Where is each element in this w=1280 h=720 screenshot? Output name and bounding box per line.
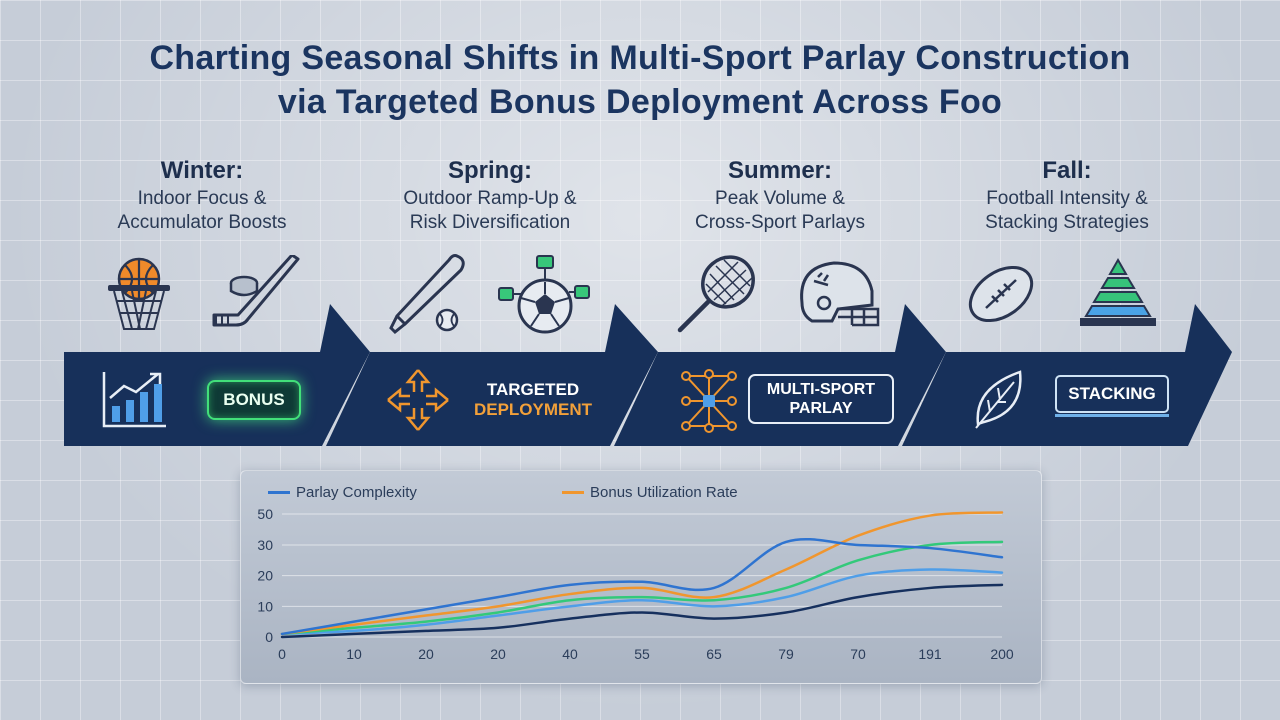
season-spring: Spring: Outdoor Ramp-Up & Risk Diversifi… (340, 155, 640, 235)
x-tick-label: 65 (706, 646, 722, 662)
season-desc-line1: Football Intensity & (986, 188, 1148, 209)
stacking-underline (1055, 414, 1169, 417)
page-title: Charting Seasonal Shifts in Multi-Sport … (0, 36, 1280, 124)
stacked-pyramid-icon (1080, 257, 1156, 326)
multi-line1: MULTI-SPORT (766, 381, 876, 398)
series-line (280, 583, 1004, 639)
season-name: Winter: (160, 157, 244, 184)
four-way-arrows-icon (387, 369, 449, 431)
line-chart: 0 10 20 30 50 0 10 20 20 40 55 65 79 70 191 200 (257, 506, 1014, 662)
season-desc-line2: Cross-Sport Parlays (695, 212, 865, 233)
title-line-2: via Targeted Bonus Deployment Across Foo (277, 83, 1003, 121)
x-tick-label: 79 (778, 646, 794, 662)
arrow-segment-spring (326, 304, 658, 446)
legend-bonus-utilization: Bonus Utilization Rate (562, 484, 738, 501)
leaf-icon (975, 370, 1022, 429)
chart-panel (240, 470, 1042, 684)
season-desc-line1: Outdoor Ramp-Up & (403, 188, 577, 209)
soccer-ball-network-icon (498, 255, 590, 334)
season-winter: Winter: Indoor Focus & Accumulator Boost… (52, 155, 352, 235)
basketball-hoop-icon (108, 257, 170, 330)
legend-swatch-blue (268, 491, 290, 494)
x-tick-label: 191 (918, 646, 942, 662)
legend-parlay-complexity: Parlay Complexity (268, 484, 417, 501)
legend-label: Bonus Utilization Rate (590, 484, 738, 501)
targeted-line1: TARGETED (486, 380, 580, 399)
legend-label: Parlay Complexity (296, 484, 417, 501)
season-name: Spring: (448, 157, 532, 184)
tennis-racket-icon (677, 255, 755, 333)
series-line (280, 568, 1004, 636)
x-tick-label: 0 (278, 646, 286, 662)
targeted-deployment-label: TARGETED DEPLOYMENT (462, 378, 604, 422)
season-name: Fall: (1042, 157, 1092, 184)
legend-swatch-orange (562, 491, 584, 494)
season-desc-line1: Peak Volume & (715, 188, 845, 209)
multi-sport-parlay-badge: MULTI-SPORT PARLAY (748, 374, 894, 424)
stacking-badge: STACKING (1055, 375, 1169, 413)
x-tick-label: 55 (634, 646, 650, 662)
football-helmet-icon (800, 261, 880, 327)
x-tick-label: 70 (850, 646, 866, 662)
season-summer: Summer: Peak Volume & Cross-Sport Parlay… (630, 155, 930, 235)
football-icon (968, 265, 1034, 323)
title-line-1: Charting Seasonal Shifts in Multi-Sport … (149, 39, 1131, 77)
x-tick-label: 10 (346, 646, 362, 662)
x-tick-label: 200 (990, 646, 1014, 662)
series-line (280, 511, 1004, 636)
bonus-badge: BONUS (207, 380, 301, 420)
season-fall: Fall: Football Intensity & Stacking Stra… (917, 155, 1217, 235)
season-desc-line1: Indoor Focus & (137, 188, 267, 209)
x-tick-label: 20 (418, 646, 434, 662)
multi-line2: PARLAY (789, 400, 853, 417)
series-line (280, 540, 1004, 636)
targeted-line2: DEPLOYMENT (473, 400, 593, 419)
season-desc-line2: Stacking Strategies (985, 212, 1149, 233)
y-tick-label: 30 (257, 537, 273, 553)
season-name: Summer: (727, 157, 833, 184)
x-tick-label: 40 (562, 646, 578, 662)
network-nodes-icon (681, 369, 737, 433)
x-tick-label: 20 (490, 646, 506, 662)
season-desc-line2: Accumulator Boosts (117, 212, 287, 233)
hockey-stick-puck-icon (212, 255, 300, 327)
y-tick-label: 50 (257, 506, 273, 522)
y-tick-label: 10 (257, 598, 273, 614)
series-line (280, 538, 1004, 636)
y-tick-label: 0 (265, 629, 273, 645)
baseball-bat-ball-icon (389, 254, 465, 335)
y-tick-label: 20 (257, 568, 273, 584)
season-desc-line2: Risk Diversification (409, 212, 571, 233)
growth-chart-icon (102, 372, 166, 428)
